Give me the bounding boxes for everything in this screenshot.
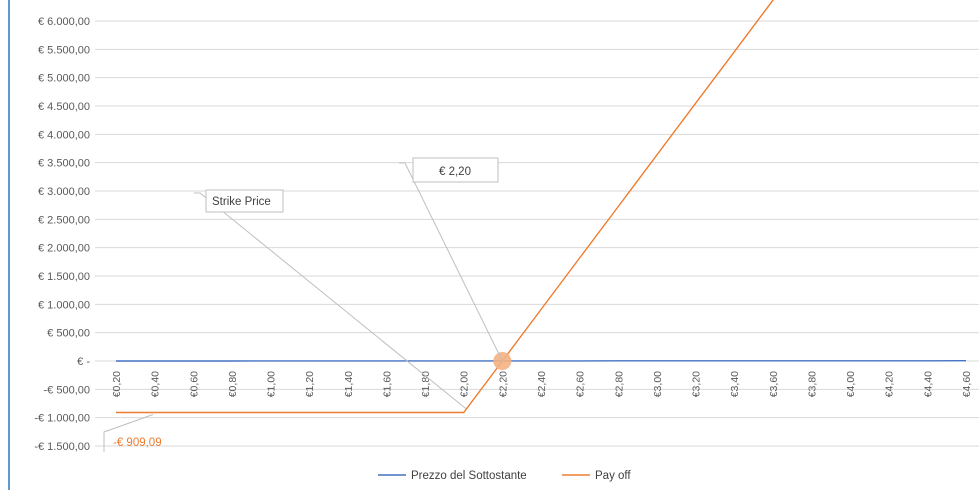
x-tick-label: €4,20 <box>884 371 896 397</box>
y-tick-label: € 3.000,00 <box>38 186 90 198</box>
min-payoff-leader <box>103 414 154 452</box>
y-tick-label: € 500,00 <box>47 328 90 340</box>
x-tick-label: €4,00 <box>845 371 857 397</box>
strike-price-leader <box>194 192 467 409</box>
x-tick-label: €1,20 <box>304 371 316 397</box>
x-tick-label: €0,60 <box>188 371 200 397</box>
x-tick-label: €0,80 <box>227 371 239 397</box>
x-tick-label: €2,80 <box>613 371 625 397</box>
x-tick-label: €4,60 <box>961 371 973 397</box>
x-tick-label: €4,40 <box>922 371 934 397</box>
x-tick-label: €3,00 <box>652 371 664 397</box>
x-tick-label: €3,40 <box>729 371 741 397</box>
x-tick-label: €3,80 <box>806 371 818 397</box>
x-tick-label: €2,40 <box>536 371 548 397</box>
y-tick-label: -€ 1.000,00 <box>34 413 90 425</box>
breakeven-label: € 2,20 <box>439 166 471 178</box>
x-tick-label: €2,20 <box>497 371 509 397</box>
x-tick-label: €1,60 <box>381 371 393 397</box>
x-tick-label: €1,80 <box>420 371 432 397</box>
x-tick-label: €0,20 <box>111 371 123 397</box>
x-tick-label: €3,60 <box>768 371 780 397</box>
y-tick-label: € 4.500,00 <box>38 101 90 113</box>
breakeven-callout-box <box>412 157 499 183</box>
y-tick-label: € 1.500,00 <box>38 271 90 283</box>
x-tick-label: €2,00 <box>459 371 471 397</box>
strike-price-callout-box <box>205 189 284 213</box>
y-tick-label: € 2.500,00 <box>38 214 90 226</box>
min-payoff-label: -€ 909,09 <box>113 437 162 449</box>
y-tick-label: -€ 1.500,00 <box>34 441 90 453</box>
y-tick-label: € 4.000,00 <box>38 129 90 141</box>
y-tick-label: -€ 500,00 <box>44 384 90 396</box>
x-tick-label: €1,40 <box>343 371 355 397</box>
y-tick-label: € - <box>77 356 90 368</box>
y-tick-label: € 6.000,00 <box>38 16 90 28</box>
y-tick-label: € 2.000,00 <box>38 243 90 255</box>
y-tick-label: € 5.500,00 <box>38 44 90 56</box>
x-tick-label: €2,60 <box>575 371 587 397</box>
legend-label-pay-off: Pay off <box>595 470 631 482</box>
y-tick-label: € 5.000,00 <box>38 73 90 85</box>
y-tick-label: € 3.500,00 <box>38 158 90 170</box>
legend-label-prezzo-sottostante: Prezzo del Sottostante <box>411 470 527 482</box>
strike-price-label: Strike Price <box>212 196 271 208</box>
x-tick-label: €0,40 <box>150 371 162 397</box>
breakeven-leader <box>399 162 503 362</box>
x-tick-label: €3,20 <box>691 371 703 397</box>
series-line-pay-off <box>116 0 774 414</box>
y-tick-label: € 1.000,00 <box>38 299 90 311</box>
x-tick-label: €1,00 <box>266 371 278 397</box>
